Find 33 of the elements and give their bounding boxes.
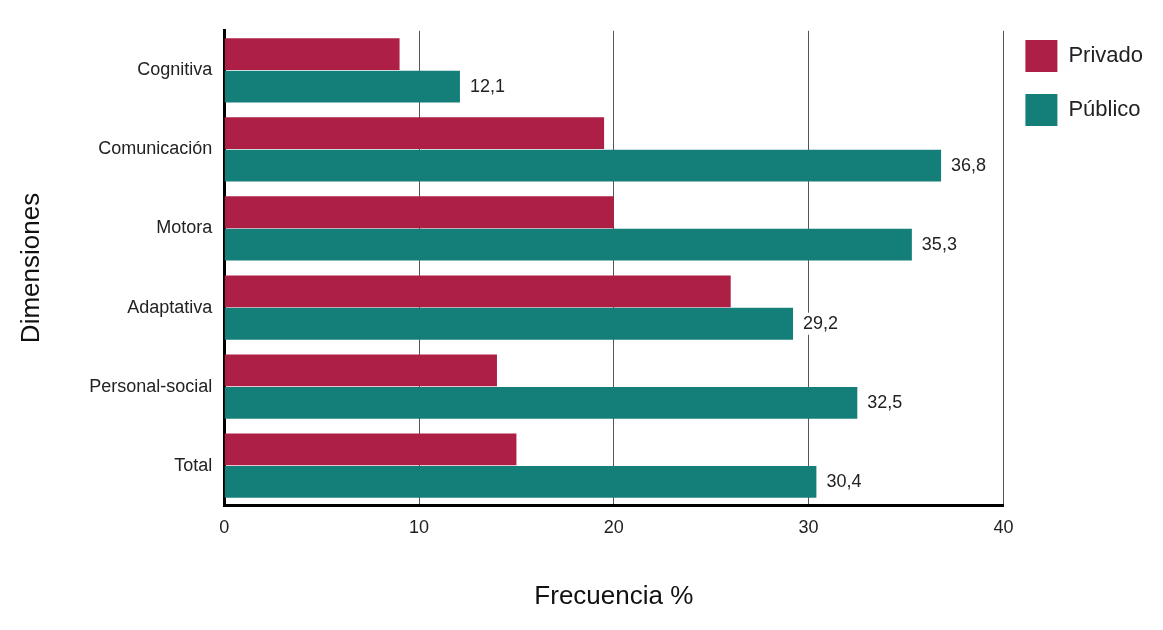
y-tick-label: Comunicación xyxy=(98,138,213,159)
bar xyxy=(224,275,731,308)
bar xyxy=(224,386,858,419)
bar xyxy=(224,70,460,103)
y-tick-label: Cognitiva xyxy=(137,59,214,80)
bar xyxy=(224,117,605,150)
data-label: 30,4 xyxy=(826,470,862,491)
x-tick-label: 20 xyxy=(603,516,624,537)
x-axis-title: Frecuencia % xyxy=(534,579,694,610)
data-label: 32,5 xyxy=(867,391,903,412)
bar xyxy=(224,196,614,229)
legend-label: Privado xyxy=(1068,42,1143,68)
data-label: 35,3 xyxy=(921,233,957,254)
data-label: 36,8 xyxy=(951,154,987,175)
y-tick-label: Motora xyxy=(156,217,214,238)
y-tick-label: Total xyxy=(174,454,213,475)
x-tick-label: 40 xyxy=(993,516,1014,537)
x-tick-label: 30 xyxy=(798,516,819,537)
data-label: 29,2 xyxy=(803,312,839,333)
y-tick-label: Adaptativa xyxy=(127,296,214,317)
bar xyxy=(224,228,912,261)
y-axis-title: Dimensiones xyxy=(14,192,45,344)
bar xyxy=(224,433,517,466)
bar xyxy=(224,149,942,182)
data-label: 12,1 xyxy=(469,75,505,96)
bar xyxy=(224,307,794,340)
x-tick-label: 0 xyxy=(219,516,230,537)
x-tick-label: 10 xyxy=(409,516,430,537)
legend-label: Público xyxy=(1068,96,1141,122)
bar xyxy=(224,38,400,71)
bar xyxy=(224,354,497,387)
bar xyxy=(224,465,817,498)
y-tick-label: Personal-social xyxy=(89,375,213,396)
